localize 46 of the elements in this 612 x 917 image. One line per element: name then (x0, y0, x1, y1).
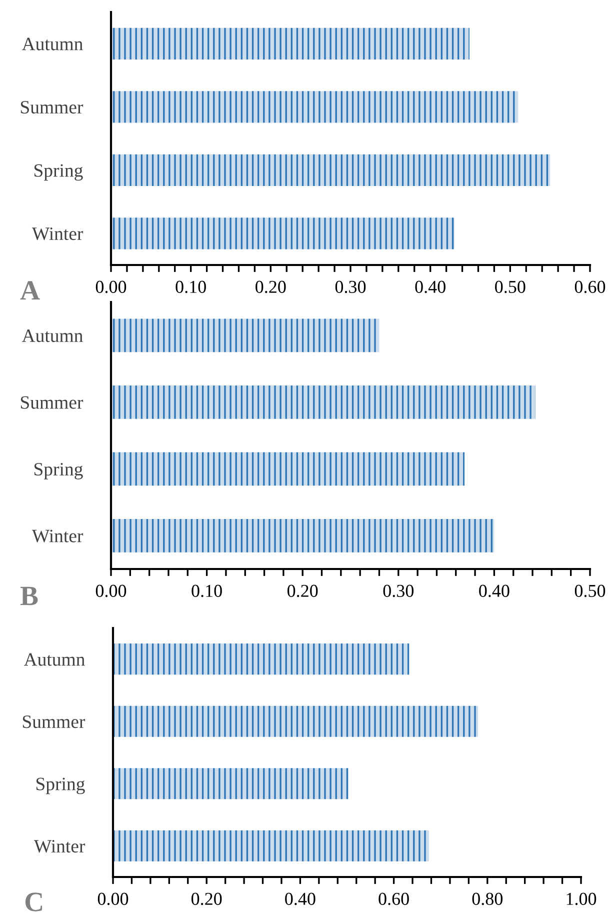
x-tick-label: 0.10 (176, 280, 206, 294)
x-tick-label: 0.60 (378, 892, 409, 906)
bar (113, 768, 348, 800)
y-tick-label: Spring (34, 462, 83, 480)
y-tick-label: Summer (20, 100, 84, 114)
x-tick-label: 1.00 (566, 892, 596, 906)
x-tick-label: 0.30 (335, 280, 366, 294)
y-tick-label: Summer (20, 396, 84, 409)
y-tick-label: Summer (22, 715, 86, 728)
y-tick-label: Winter (34, 840, 86, 853)
x-tick-label: 0.00 (96, 280, 126, 294)
bar (111, 518, 494, 552)
bar (111, 318, 380, 352)
bar (111, 28, 470, 60)
x-tick-label: 0.00 (96, 584, 126, 598)
y-tick-label: Spring (36, 778, 85, 794)
x-tick-label: 0.40 (415, 280, 446, 294)
x-tick-label: 0.80 (472, 892, 503, 906)
bar (111, 452, 464, 486)
x-tick-label: 0.10 (192, 584, 222, 598)
x-tick-label: 0.50 (495, 280, 526, 294)
y-tick-label: Autumn (22, 330, 83, 342)
bar (113, 644, 410, 675)
x-tick-label: 0.40 (285, 892, 316, 906)
x-tick-label: 0.20 (287, 584, 318, 598)
text: A (20, 281, 40, 300)
bar (111, 91, 518, 123)
y-tick-label: Autumn (22, 38, 83, 50)
bar (111, 218, 454, 250)
text: C (25, 892, 42, 912)
x-tick-label: 0.00 (98, 892, 128, 906)
x-tick-label: 0.20 (256, 280, 286, 294)
y-tick-label: Autumn (24, 653, 85, 666)
x-tick-label: 0.40 (479, 584, 510, 598)
bar (113, 830, 429, 862)
x-tick-label: 0.30 (383, 584, 414, 598)
y-tick-label: Winter (32, 530, 84, 542)
x-tick-label: 0.60 (574, 280, 606, 294)
bar (111, 385, 536, 419)
x-tick-label: 0.50 (574, 584, 606, 598)
bar (111, 154, 550, 186)
y-tick-label: Winter (32, 227, 84, 240)
text: B (20, 586, 38, 606)
x-tick-label: 0.20 (191, 892, 222, 906)
y-tick-label: Spring (34, 164, 83, 181)
bar (113, 706, 478, 737)
